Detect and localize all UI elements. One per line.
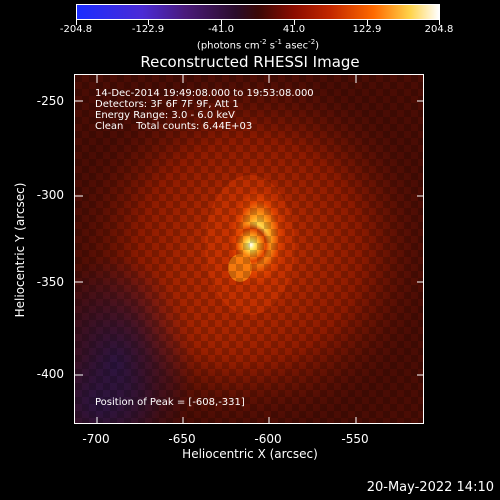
solar-image-plot [74,74,424,424]
clean-total-counts: Clean Total counts: 6.44E+03 [95,121,253,132]
detectors-info: Detectors: 3F 6F 7F 9F, Att 1 [95,99,239,110]
timestamp: 20-May-2022 14:10 [366,480,494,495]
energy-range: Energy Range: 3.0 - 6.0 keV [95,110,235,121]
observation-time: 14-Dec-2014 19:49:08.000 to 19:53:08.000 [95,88,314,99]
x-tick-label: -650 [168,432,196,446]
x-tick-label: -600 [254,432,282,446]
colorbar-tick-label: -41.0 [208,24,234,35]
solar-image [75,75,423,423]
y-tick-label: -250 [36,94,64,108]
peak-position: Position of Peak = [-608,-331] [95,397,245,408]
colorbar-tick-label: 41.0 [282,24,306,35]
y-tick-label: -300 [36,188,64,202]
y-tick-label: -350 [36,275,64,289]
colorbar-tick-mark [294,20,295,25]
x-axis-label: Heliocentric X (arcsec) [182,447,318,461]
colorbar-tick-mark [439,20,440,25]
colorbar [76,4,440,20]
colorbar-tick-mark [148,20,149,25]
colorbar-tick-label: -204.8 [59,24,93,35]
x-tick-label: -700 [82,432,110,446]
y-tick-label: -400 [36,367,64,381]
colorbar-units: (photons cm-2 s-1 asec-2) [196,38,320,52]
colorbar-tick-label: 122.9 [352,24,382,35]
y-axis-label: Heliocentric Y (arcsec) [13,182,27,318]
plot-title: Reconstructed RHESSI Image [140,53,360,71]
colorbar-tick-mark [221,20,222,25]
colorbar-tick-label: 204.8 [424,24,454,35]
colorbar-tick-mark [367,20,368,25]
colorbar-tick-label: -122.9 [131,24,165,35]
x-tick-label: -550 [341,432,369,446]
colorbar-tick-mark [76,20,77,25]
